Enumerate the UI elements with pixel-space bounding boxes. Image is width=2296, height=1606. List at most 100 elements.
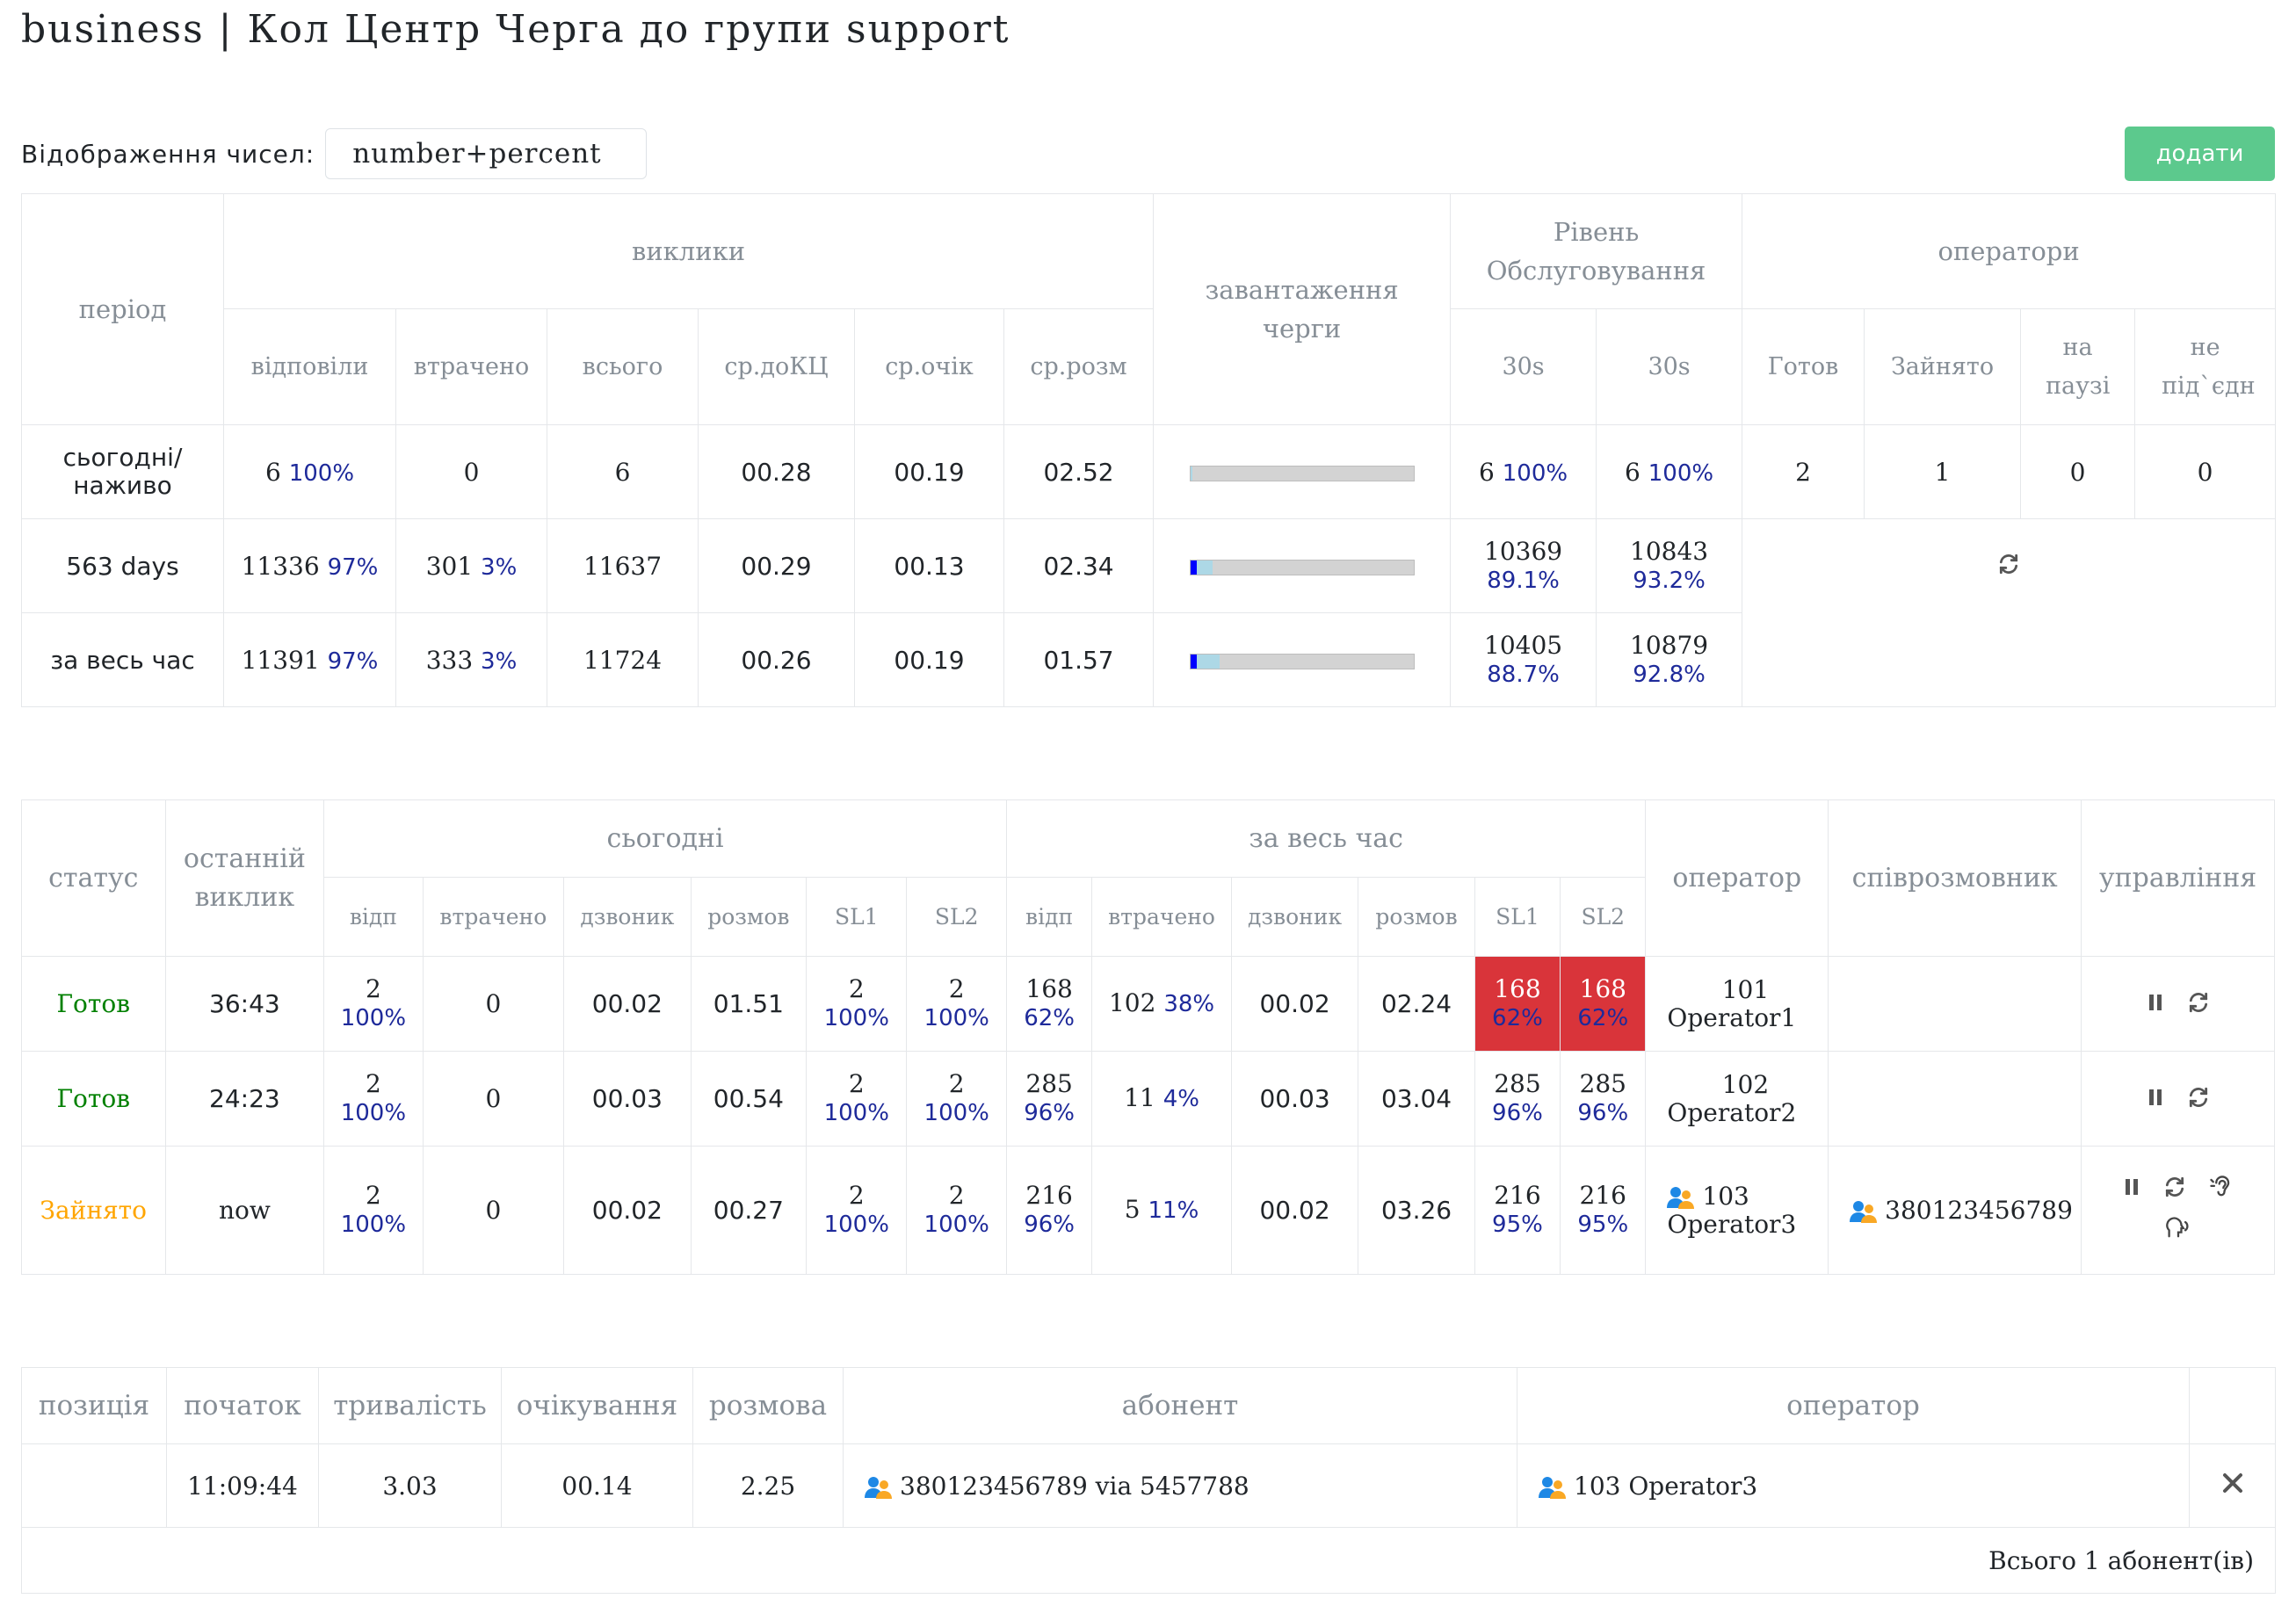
- today-sl1: 2 100%: [806, 1146, 908, 1275]
- page-title: business | Кол Центр Черга до групи supp…: [21, 7, 1010, 52]
- avg-to-cc-cell: 00.29: [698, 518, 855, 613]
- all-sl1: 285 96%: [1474, 1051, 1561, 1147]
- sl1-cell: 10369 89.1%: [1450, 518, 1597, 613]
- header-all-lost: втрачено: [1091, 877, 1232, 957]
- header-control: управління: [2081, 799, 2275, 957]
- display-label: Відображення чисел:: [21, 139, 315, 169]
- header-lost: втрачено: [395, 308, 547, 425]
- header-ready: Готов: [1742, 308, 1865, 425]
- avg-wait-cell: 00.19: [854, 612, 1004, 707]
- status-cell: Готов: [21, 1051, 166, 1147]
- today-sl2: 2 100%: [906, 956, 1007, 1052]
- header-today-lost: втрачено: [422, 877, 565, 957]
- number-display-select[interactable]: number+percent: [325, 128, 648, 179]
- operator-cell: 102 Operator2: [1645, 1051, 1829, 1147]
- all-answered: 216 96%: [1005, 1146, 1093, 1275]
- last-call-cell: now: [164, 1146, 325, 1275]
- refresh-icon[interactable]: [1997, 553, 2020, 575]
- number-display-control: Відображення чисел: number+percent: [21, 127, 648, 180]
- all-sl2: 285 96%: [1560, 1051, 1647, 1147]
- lost-cell: 0: [395, 424, 547, 519]
- header-total: всього: [547, 308, 699, 425]
- queue-load-bar: [1189, 560, 1415, 575]
- header-operator: оператор: [1517, 1367, 2190, 1444]
- sl1-cell: 10405 88.7%: [1450, 612, 1597, 707]
- header-busy: Зайнято: [1864, 308, 2022, 425]
- all-ringing: 00.03: [1230, 1051, 1359, 1147]
- last-call-cell: 36:43: [164, 956, 325, 1052]
- control-cell: [2081, 1146, 2275, 1275]
- lost-cell: 333 3%: [395, 612, 547, 707]
- users-icon: [1539, 1477, 1566, 1499]
- queue-row: 11:09:44 3.03 00.14 2.25 380123456789 vi…: [21, 1443, 2276, 1528]
- answered-cell: 11391 97%: [223, 612, 396, 707]
- queue-footer: Всього 1 абонент(ів): [21, 1527, 2276, 1594]
- summary-row-days: 563 days 11336 97% 301 3% 11637 00.29 00…: [21, 518, 2277, 707]
- users-icon: [1850, 1201, 1878, 1223]
- all-sl2: 168 62%: [1560, 956, 1647, 1052]
- close-icon[interactable]: [2221, 1472, 2244, 1494]
- add-button[interactable]: додати: [2125, 127, 2275, 181]
- header-all-sl1: SL1: [1474, 877, 1561, 957]
- whisper-icon[interactable]: [2165, 1216, 2191, 1241]
- today-sl2: 2 100%: [906, 1051, 1007, 1147]
- subscriber-cell: 380123456789 via 5457788: [843, 1443, 1517, 1528]
- total-cell: 11637: [547, 518, 699, 613]
- peer-cell: 380123456789: [1828, 1146, 2082, 1275]
- total-cell: 11724: [547, 612, 699, 707]
- header-today-sl1: SL1: [806, 877, 908, 957]
- lost-cell: 301 3%: [395, 518, 547, 613]
- pause-icon[interactable]: [2123, 1177, 2140, 1197]
- pause-icon[interactable]: [2147, 1088, 2164, 1107]
- today-answered: 2 100%: [323, 1146, 424, 1275]
- avg-talk-cell: 02.34: [1003, 518, 1155, 613]
- header-all-sl2: SL2: [1560, 877, 1647, 957]
- today-ringing: 00.03: [563, 1051, 692, 1147]
- users-icon: [1667, 1187, 1695, 1209]
- avg-talk-cell: 02.52: [1003, 424, 1155, 519]
- all-talk: 03.26: [1358, 1146, 1475, 1275]
- header-duration: тривалість: [318, 1367, 502, 1444]
- today-lost: 0: [422, 1146, 565, 1275]
- refresh-icon[interactable]: [2187, 1086, 2210, 1109]
- header-today: сьогодні: [323, 799, 1007, 878]
- listen-icon[interactable]: [2209, 1174, 2234, 1200]
- refresh-icon[interactable]: [2187, 991, 2210, 1014]
- period-cell: сьогодні/ наживо: [21, 424, 224, 519]
- header-sl1: 30s: [1450, 308, 1597, 425]
- users-icon: [865, 1477, 892, 1499]
- header-peer: співрозмовник: [1828, 799, 2082, 957]
- all-sl1: 216 95%: [1474, 1146, 1561, 1275]
- header-answered: відповіли: [223, 308, 396, 425]
- operator-cell: 103 Operator3: [1517, 1443, 2190, 1528]
- all-talk: 02.24: [1358, 956, 1475, 1052]
- answered-cell: 6 100%: [223, 424, 396, 519]
- total-cell: 6: [547, 424, 699, 519]
- today-talk: 00.54: [690, 1051, 808, 1147]
- header-paused: на паузі: [2020, 308, 2136, 425]
- summary-table: період виклики завантаження черги Рівень…: [21, 193, 2277, 707]
- header-disconnected: не під`єдн: [2134, 308, 2277, 425]
- position-cell: [21, 1443, 167, 1528]
- summary-row-all-time: за весь час 11391 97% 333 3% 11724 00.26…: [21, 612, 2276, 707]
- refresh-icon[interactable]: [2163, 1176, 2186, 1198]
- header-operators: оператори: [1742, 193, 2277, 309]
- all-answered: 285 96%: [1005, 1051, 1093, 1147]
- header-today-sl2: SL2: [906, 877, 1007, 957]
- header-calls: виклики: [222, 193, 1155, 309]
- period-cell: 563 days: [21, 518, 224, 613]
- header-avg-to-cc: ср.доКЦ: [698, 308, 855, 425]
- pause-icon[interactable]: [2147, 993, 2164, 1012]
- today-talk: 01.51: [690, 956, 808, 1052]
- header-today-answered: відп: [323, 877, 424, 957]
- header-subscriber: абонент: [843, 1367, 1517, 1444]
- avg-to-cc-cell: 00.28: [698, 424, 855, 519]
- busy-count: 1: [1864, 424, 2022, 519]
- all-answered: 168 62%: [1005, 956, 1093, 1052]
- avg-wait-cell: 00.13: [854, 518, 1004, 613]
- all-lost: 102 38%: [1091, 956, 1232, 1052]
- start-cell: 11:09:44: [166, 1443, 319, 1528]
- queue-load-bar: [1189, 654, 1415, 669]
